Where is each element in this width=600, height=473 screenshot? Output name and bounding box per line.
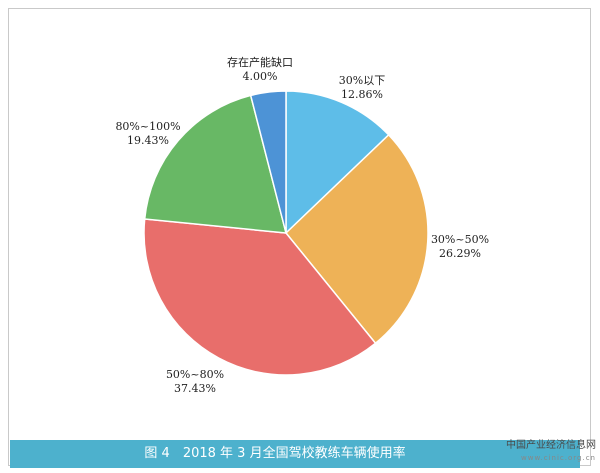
figure-caption: 图 4 2018 年 3 月全国驾校教练车辆使用率 (10, 440, 580, 468)
watermark: 中国产业经济信息网 www.cinic.org.cn (506, 440, 596, 464)
slice-label-80-100: 80%~100% 19.43% (108, 120, 188, 148)
pie-slice-below-30 (285, 90, 390, 235)
slice-label-capacity-gap: 存在产能缺口 4.00% (215, 56, 305, 84)
slice-value: 12.86% (341, 88, 383, 101)
slice-value: 4.00% (242, 70, 278, 83)
watermark-cn: 中国产业经济信息网 (506, 440, 596, 451)
watermark-en: www.cinic.org.cn (521, 454, 596, 462)
slice-name: 30%~50% (430, 233, 490, 246)
pie-slice-30-50 (284, 133, 429, 345)
pie-slice-capacity-gap (249, 90, 287, 234)
slice-label-30-50: 30%~50% 26.29% (420, 233, 500, 261)
slice-label-below-30: 30%以下 12.86% (322, 74, 402, 102)
slice-name: 30%以下 (338, 74, 386, 87)
slice-name: 50%~80% (165, 368, 225, 381)
slice-value: 37.43% (174, 382, 216, 395)
slice-label-50-80: 50%~80% 37.43% (155, 368, 235, 396)
slice-name: 存在产能缺口 (227, 56, 293, 69)
slice-name: 80%~100% (115, 120, 181, 133)
slice-value: 26.29% (439, 247, 481, 260)
pie-slice-50-80 (143, 218, 377, 376)
pie-slice-80-100 (143, 94, 287, 234)
slice-value: 19.43% (127, 134, 169, 147)
